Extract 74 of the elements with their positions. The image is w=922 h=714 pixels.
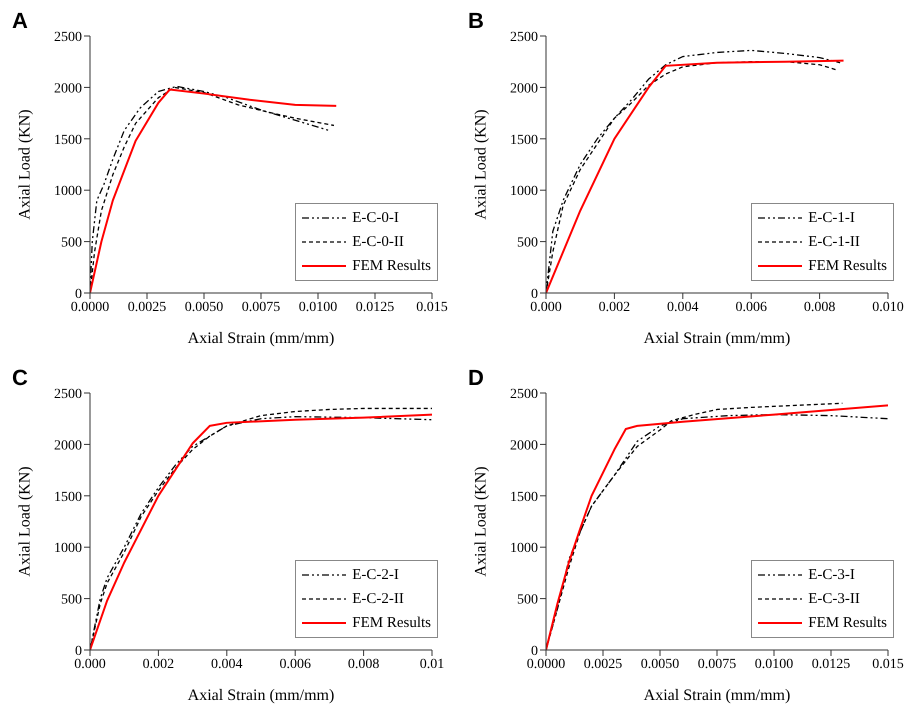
legend-label: E-C-0-I [352, 210, 399, 226]
y-tick-label: 2000 [54, 438, 82, 454]
x-tick-label: 0.0050 [640, 656, 680, 672]
y-tick-label: 1000 [510, 184, 538, 200]
x-tick-label: 0.0000 [70, 300, 110, 315]
x-tick-label: 0.010 [872, 300, 904, 315]
y-tick-label: 0 [75, 286, 82, 302]
x-axis-title: Axial Strain (mm/mm) [188, 330, 334, 347]
x-tick-label: 0.0100 [754, 656, 794, 672]
legend-label: E-C-2-II [352, 590, 404, 608]
legend-label: E-C-3-I [808, 566, 855, 584]
x-tick-label: 0.000 [74, 656, 106, 672]
chart-title: B [468, 8, 484, 34]
y-tick-label: 2000 [54, 81, 82, 96]
y-tick-label: 2000 [510, 81, 538, 96]
x-tick-label: 0.000 [530, 300, 562, 315]
legend-label: FEM Results [808, 614, 887, 632]
y-tick-label: 2500 [54, 30, 82, 45]
y-axis-title: Axial Load (KN) [472, 466, 490, 577]
y-tick-label: 500 [61, 236, 82, 251]
y-axis-title: Axial Load (KN) [16, 109, 34, 220]
y-tick-label: 1000 [54, 184, 82, 200]
x-tick-label: 0.0025 [128, 300, 166, 315]
y-tick-label: 2500 [510, 386, 538, 402]
legend-label: FEM Results [352, 258, 431, 274]
y-tick-label: 500 [517, 236, 538, 251]
y-tick-label: 1500 [510, 490, 538, 505]
x-tick-label: 0.01 [420, 656, 444, 672]
y-tick-label: 0 [531, 644, 538, 659]
x-tick-label: 0.0125 [812, 656, 850, 672]
y-tick-label: 0 [75, 644, 82, 659]
legend-label: FEM Results [808, 258, 887, 274]
y-axis-title: Axial Load (KN) [16, 466, 34, 577]
x-tick-label: 0.0100 [298, 300, 338, 315]
x-tick-label: 0.0050 [184, 300, 224, 315]
legend-label: E-C-1-I [808, 210, 855, 226]
x-tick-label: 0.0000 [526, 656, 566, 672]
x-axis-title: Axial Strain (mm/mm) [188, 687, 334, 704]
x-tick-label: 0.004 [667, 300, 699, 315]
x-tick-label: 0.002 [142, 656, 174, 672]
chart-title: C [12, 365, 28, 391]
x-tick-label: 0.0125 [356, 300, 394, 315]
y-tick-label: 2500 [54, 386, 82, 402]
legend-label: FEM Results [352, 614, 431, 632]
x-tick-label: 0.002 [598, 300, 630, 315]
y-tick-label: 1500 [54, 490, 82, 505]
y-tick-label: 500 [61, 592, 82, 608]
y-axis-title: Axial Load (KN) [472, 109, 490, 220]
legend-label: E-C-0-II [352, 234, 404, 250]
x-tick-label: 0.008 [348, 656, 380, 672]
chart-title: D [468, 365, 484, 391]
x-tick-label: 0.0075 [242, 300, 280, 315]
y-tick-label: 500 [517, 592, 538, 608]
x-axis-title: Axial Strain (mm/mm) [644, 330, 790, 347]
y-tick-label: 2000 [510, 438, 538, 454]
y-tick-label: 1000 [54, 541, 82, 556]
y-tick-label: 1000 [510, 541, 538, 556]
x-tick-label: 0.004 [211, 656, 243, 672]
x-tick-label: 0.015 [872, 656, 904, 672]
chart-title: A [12, 8, 28, 34]
y-tick-label: 0 [531, 286, 538, 302]
legend-label: E-C-2-I [352, 566, 399, 584]
x-axis-title: Axial Strain (mm/mm) [644, 687, 790, 704]
x-tick-label: 0.015 [416, 300, 448, 315]
x-tick-label: 0.0025 [584, 656, 622, 672]
y-tick-label: 1500 [510, 132, 538, 148]
y-tick-label: 1500 [54, 132, 82, 148]
legend-label: E-C-1-II [808, 234, 860, 250]
x-tick-label: 0.006 [735, 300, 767, 315]
x-tick-label: 0.006 [279, 656, 311, 672]
x-tick-label: 0.008 [804, 300, 836, 315]
legend-label: E-C-3-II [808, 590, 860, 608]
x-tick-label: 0.0075 [698, 656, 736, 672]
y-tick-label: 2500 [510, 30, 538, 45]
